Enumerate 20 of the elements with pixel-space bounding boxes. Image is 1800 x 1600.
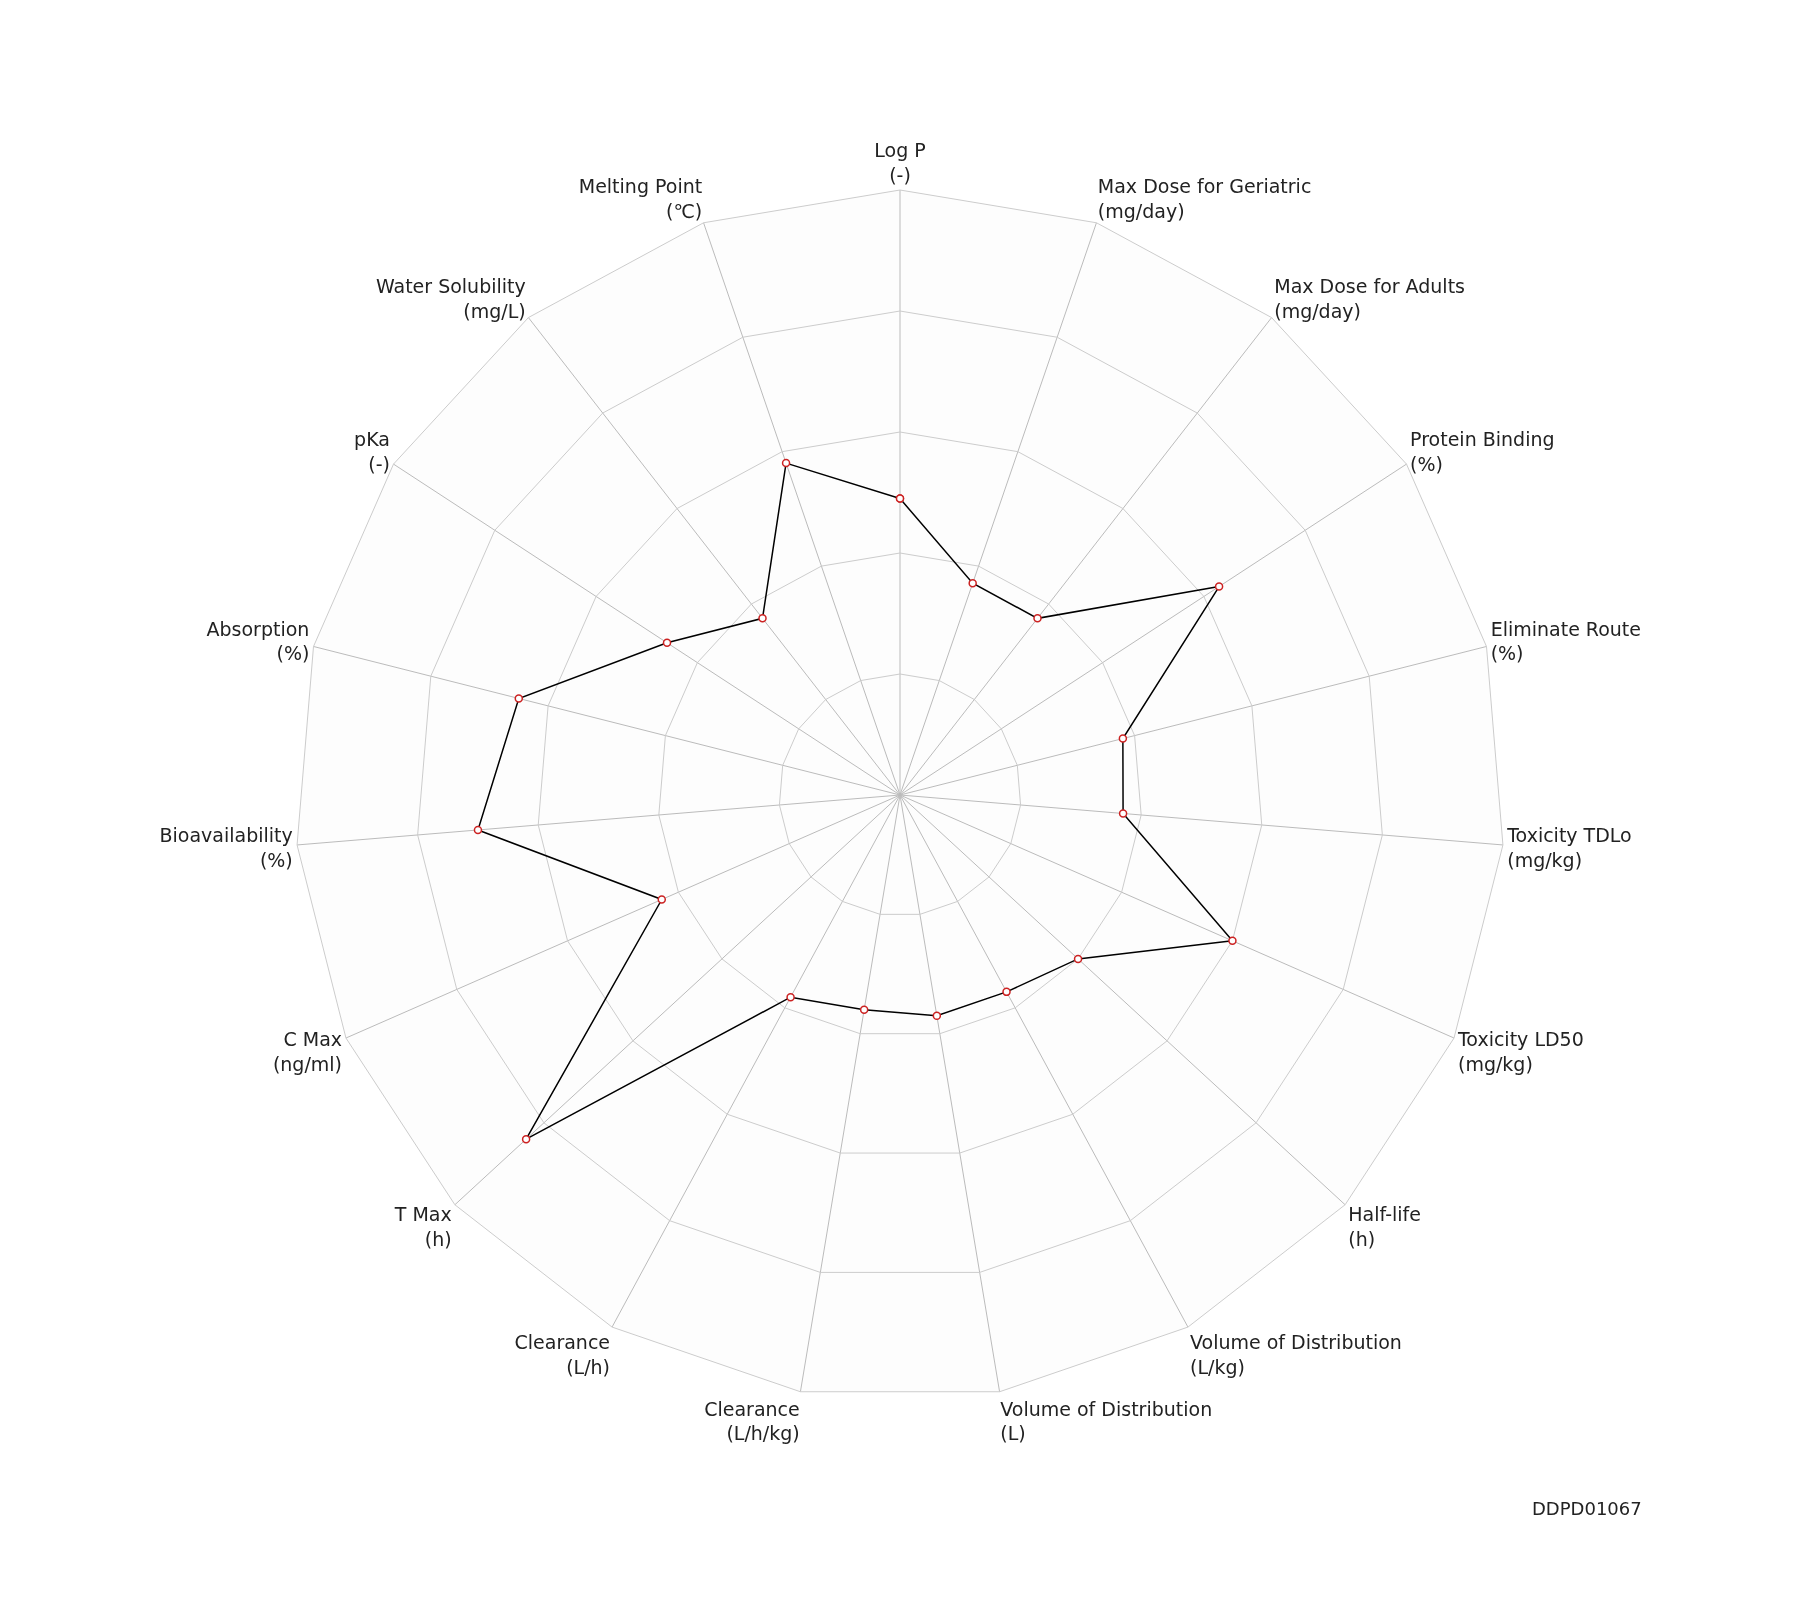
spoke-label: Water Solubility (mg/L) <box>375 275 526 322</box>
spoke-label: Bioavailability (%) <box>159 824 293 871</box>
spoke-label: Max Dose for Geriatric (mg/day) <box>1097 175 1312 222</box>
spoke-label: Volume of Distribution (L/kg) <box>1189 1331 1402 1378</box>
spoke-label: Toxicity TDLo (mg/kg) <box>1506 824 1632 871</box>
spoke-label: Volume of Distribution (L) <box>1000 1397 1213 1445</box>
spoke-label: Toxicity LD50 (mg/kg) <box>1456 1028 1584 1075</box>
spoke-label: Max Dose for Adults (mg/day) <box>1274 275 1466 322</box>
spoke-label: Absorption (%) <box>206 617 310 665</box>
text: DDPD01067 <box>1532 1498 1642 1519</box>
spoke-label: C Max (ng/ml) <box>272 1028 343 1075</box>
spoke-label: Eliminate Route (%) <box>1490 617 1642 665</box>
spoke-label: pKa (-) <box>354 428 390 475</box>
spoke-label: Melting Point (℃) <box>578 175 703 222</box>
spoke-label: Clearance (L/h) <box>514 1331 611 1378</box>
spoke-label: Half-life (h) <box>1348 1203 1421 1251</box>
spoke-label: Clearance (L/h/kg) <box>704 1397 800 1445</box>
spoke-label: Protein Binding (%) <box>1410 428 1555 475</box>
spoke-label: Log P (-) <box>874 139 926 186</box>
spoke-label: T Max (h) <box>393 1203 452 1251</box>
